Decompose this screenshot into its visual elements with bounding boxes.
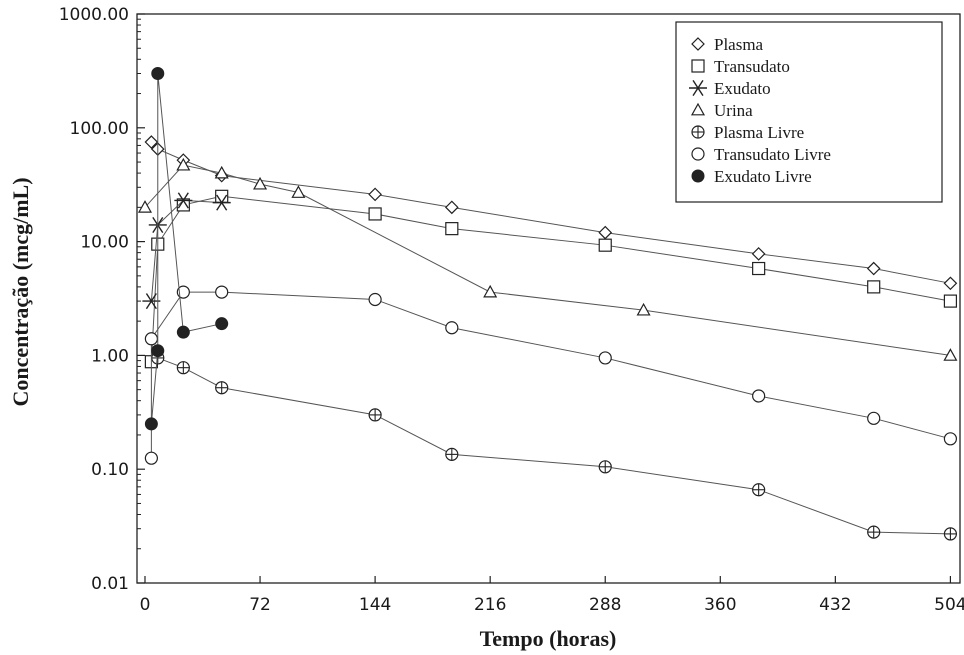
data-point [943,527,958,541]
series-line [151,141,951,284]
data-point [253,176,268,190]
x-tick-label: 504 [934,595,964,615]
legend-label: Plasma [714,35,764,54]
x-axis-title: Tempo (horas) [480,626,617,651]
data-point [151,67,165,81]
data-point [144,417,158,431]
data-point [137,200,153,213]
data-point [176,198,190,212]
series-transudato-livre [144,285,958,465]
series-exudato-livre [144,67,229,431]
data-point [636,302,651,316]
data-point [752,389,766,403]
data-point [867,411,881,425]
y-tick-label: 100.00 [70,119,129,139]
legend: Plasma Transudato Exudato Urina Plasma Livre… [675,21,943,203]
legend-marker [691,147,705,161]
x-tick-label: 288 [589,595,621,615]
data-point [368,207,382,221]
legend-marker [690,102,706,116]
legend-marker [689,79,707,97]
legend-label: Transudato Livre [714,145,831,164]
y-tick-label: 1.00 [91,346,129,366]
plot-frame [136,13,961,584]
legend-marker [691,169,705,183]
data-point [368,408,382,422]
data-point [174,192,193,209]
x-tick-label: 0 [140,595,151,615]
data-point [943,348,958,361]
data-point [751,247,766,261]
data-point [214,165,229,179]
data-point [483,284,498,298]
data-point [598,225,613,240]
data-point [444,200,459,215]
data-point [291,185,306,198]
x-tick-label: 72 [249,595,271,615]
data-point [144,135,159,149]
data-point [445,222,459,236]
data-point [368,187,382,202]
data-point [598,238,612,252]
data-point [866,261,881,276]
x-tick-label: 216 [474,595,506,615]
x-tick-label: 360 [704,595,736,615]
data-point [144,332,158,346]
x-tick-label: 144 [359,595,391,615]
data-point [176,361,190,375]
data-point [144,451,158,465]
data-point [867,280,881,294]
data-point [215,381,229,395]
series-line [150,199,222,302]
legend-label: Exudato Livre [714,167,812,186]
y-tick-label: 10.00 [80,233,129,253]
data-point [445,447,459,461]
legend-label: Transudato [714,57,790,76]
data-point [445,321,459,335]
data-point [212,194,231,211]
series-transudato [144,189,958,369]
legend-label: Plasma Livre [714,123,804,142]
series-urina [137,157,958,361]
y-tick-label: 0.10 [91,460,129,480]
data-point [176,157,191,171]
legend-label: Urina [714,101,753,120]
legend-marker [691,59,705,73]
data-point [151,344,165,358]
series-plasma [144,135,958,291]
data-point [215,317,229,331]
series-plasma-livre [151,351,958,541]
x-tick-label: 432 [819,595,851,615]
legend-label: Exudato [714,79,771,98]
series-line [150,195,951,362]
data-point [176,325,190,339]
data-point [867,525,881,539]
y-tick-label: 1000.00 [59,5,129,25]
data-point [598,351,612,365]
data-point [215,285,229,299]
data-point [176,285,190,299]
series-line [150,291,951,459]
legend-marker [691,37,705,51]
y-axis-title: Concentração (mcg/mL) [8,177,33,406]
y-tick-label: 0.01 [91,574,129,594]
data-point [943,294,958,308]
data-point [943,432,958,446]
data-point [752,261,766,276]
legend-marker [691,125,705,139]
series-line [157,357,951,535]
data-point [368,292,382,307]
plot-layer: 0 72 144 216 288 360 432 504 0.01 0.10 1.00 10.00 10… [59,5,964,615]
data-point [752,483,766,497]
data-point [943,276,958,291]
data-point [598,460,612,474]
series-line [144,164,951,356]
legend-box [675,21,943,203]
